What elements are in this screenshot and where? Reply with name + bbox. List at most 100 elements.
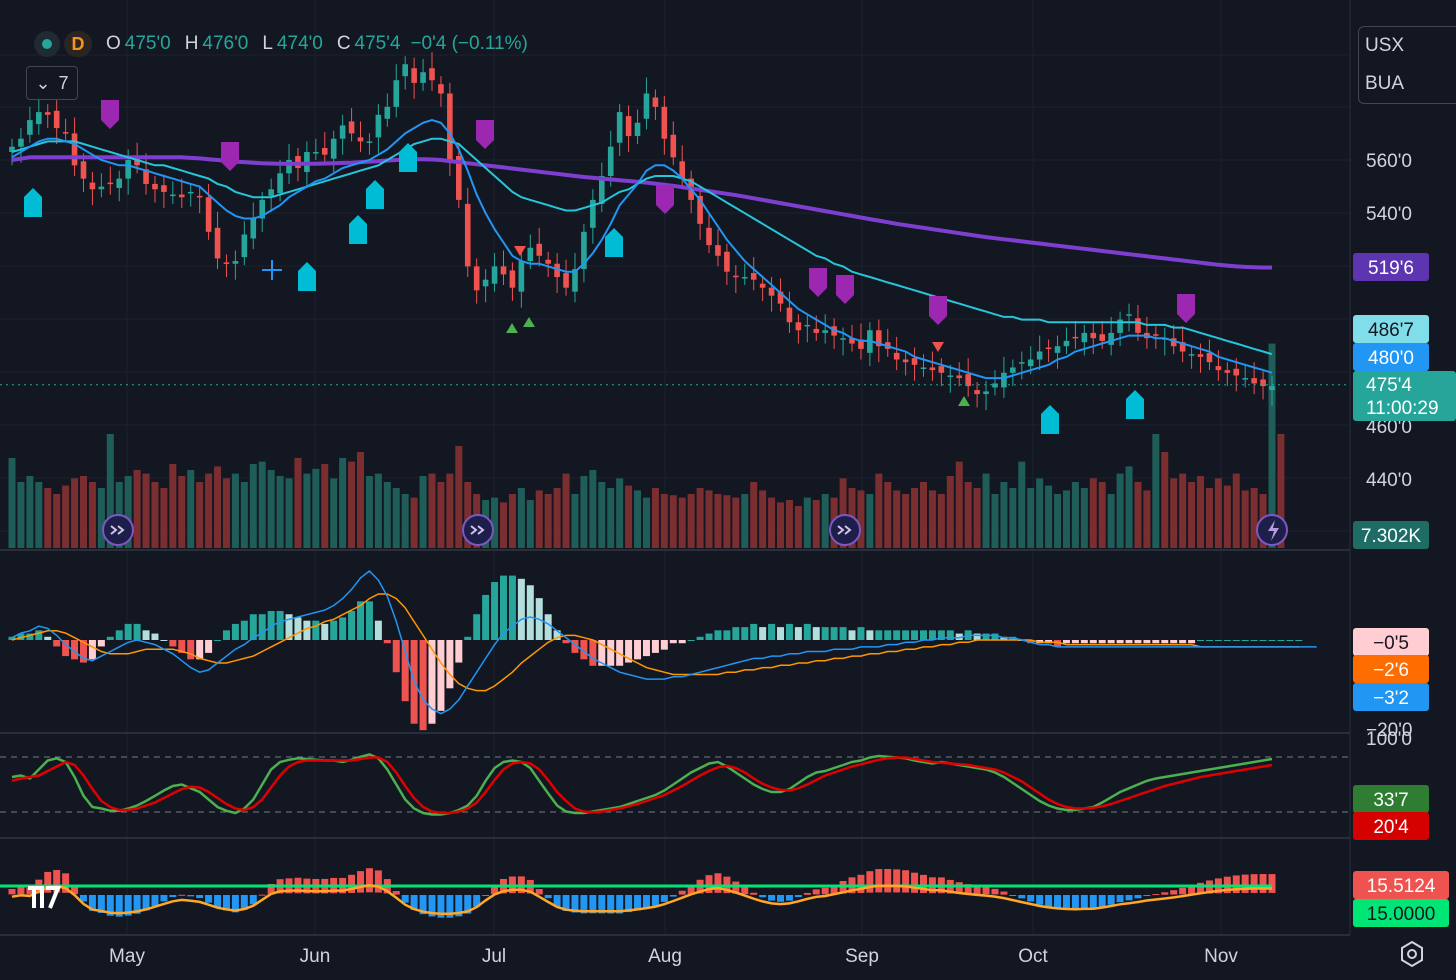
volume-bar	[35, 482, 43, 548]
macd-histogram-bar	[473, 614, 481, 640]
macd-histogram-bar	[419, 640, 427, 731]
candle-body	[366, 141, 373, 143]
volume-bar	[303, 473, 311, 548]
osc-histogram-bar	[750, 892, 758, 895]
volume-bar	[732, 497, 740, 548]
osc-histogram-bar	[741, 886, 749, 895]
candle-body	[1233, 368, 1240, 376]
candle-body	[849, 338, 855, 344]
volume-bar	[196, 482, 204, 548]
volume-bar	[1268, 343, 1276, 548]
macd-histogram-bar	[928, 630, 936, 640]
compare-symbols-list: USX BUA	[1358, 26, 1456, 104]
candle-body	[1197, 354, 1204, 357]
volume-bar	[750, 482, 758, 548]
macd-histogram-bar	[607, 640, 615, 666]
osc-histogram-bar	[794, 895, 802, 898]
macd-histogram-bar	[759, 627, 767, 640]
macd-histogram-bar	[517, 578, 525, 640]
low-label: L	[262, 33, 273, 54]
candle-body	[125, 160, 131, 179]
candle-body	[1260, 379, 1266, 387]
candle-body	[929, 367, 936, 371]
month-label: Oct	[1018, 946, 1048, 967]
osc-line	[11, 884, 1272, 916]
volume-bar	[428, 473, 436, 548]
candle-body	[581, 231, 587, 270]
osc-histogram-bar	[544, 895, 552, 899]
market-status-dot[interactable]	[34, 31, 60, 57]
osc-histogram-bar	[571, 895, 579, 913]
volume-bar	[374, 473, 382, 548]
close-value: 475'4	[354, 33, 401, 54]
osc-histogram-bar	[1089, 895, 1097, 910]
indicators-collapse-button[interactable]: ⌄ 7	[26, 66, 78, 100]
month-label: Sep	[845, 946, 879, 967]
osc-histogram-bar	[660, 895, 668, 902]
symbol-item-usx[interactable]: USX	[1365, 35, 1405, 56]
macd-histogram-bar	[553, 630, 561, 640]
volume-bar	[1143, 490, 1151, 548]
osc-histogram-bar	[214, 895, 222, 908]
volume-bar	[124, 476, 132, 548]
macd-histogram-bar	[1259, 640, 1267, 641]
osc-histogram-bar	[1268, 874, 1276, 893]
macd-histogram-bar	[330, 620, 338, 640]
osc-histogram-bar	[473, 895, 481, 907]
volume-bar	[812, 500, 820, 548]
macd-histogram-bar	[571, 640, 579, 653]
volume-bar	[276, 476, 284, 548]
candle-body	[1188, 354, 1195, 356]
volume-bar	[62, 485, 70, 548]
osc-histogram-bar	[1036, 895, 1044, 905]
purple-signal-marker	[929, 296, 947, 325]
timeframe-badge[interactable]: D	[64, 31, 92, 57]
time-axis[interactable]: May Jun Jul Aug Sep Oct Nov	[0, 936, 1350, 980]
price-axis[interactable]: 560'0 540'0 460'0 440'0 519'6 486'7 480'0 475'4…	[1353, 151, 1456, 927]
osc-threshold-badge: 15.0000	[1367, 904, 1436, 925]
volume-bar	[499, 502, 507, 548]
volume-bar	[526, 500, 534, 548]
settings-gear-icon[interactable]	[1398, 940, 1426, 968]
volume-bar	[383, 482, 391, 548]
macd-histogram-bar	[169, 640, 177, 647]
candle-body	[429, 68, 435, 81]
macd-histogram-bar	[660, 640, 668, 650]
volume-bar	[839, 478, 847, 548]
osc-histogram-bar	[669, 895, 677, 897]
macd-histogram-bar	[348, 611, 356, 640]
volume-bar	[240, 482, 248, 548]
candle-body	[9, 146, 15, 153]
candle-body	[643, 93, 650, 119]
candle-body	[438, 84, 444, 94]
volume-bar	[222, 478, 230, 548]
volume-bar	[79, 476, 87, 548]
candle-body	[902, 359, 909, 363]
volume-bar	[535, 490, 543, 548]
cyan-signal-marker	[605, 228, 623, 257]
candle-body	[840, 338, 846, 340]
macd-histogram-bar	[62, 640, 70, 657]
volume-bar	[1214, 478, 1222, 548]
symbol-item-bua[interactable]: BUA	[1365, 73, 1405, 94]
volume-bar	[1071, 482, 1079, 548]
volume-bar	[991, 494, 999, 548]
volume-bar	[1179, 473, 1187, 548]
osc-histogram-bar	[651, 895, 659, 906]
candle-body	[89, 182, 96, 190]
macd-hist-badge-bg	[1353, 628, 1429, 656]
osc-histogram-bar	[875, 869, 883, 893]
macd-histogram-bar	[812, 627, 820, 640]
high-label: H	[184, 33, 199, 54]
volume-bar	[1232, 473, 1240, 548]
osc-histogram-bar	[249, 895, 257, 905]
volume-bar	[1089, 478, 1097, 548]
volume-bar	[946, 476, 954, 548]
volume-bar	[365, 476, 373, 548]
cyan-signal-marker	[366, 180, 384, 209]
candle-body	[1117, 319, 1123, 333]
volume-bar	[321, 464, 329, 548]
sell-triangle	[932, 342, 944, 352]
candle-body	[795, 322, 802, 331]
